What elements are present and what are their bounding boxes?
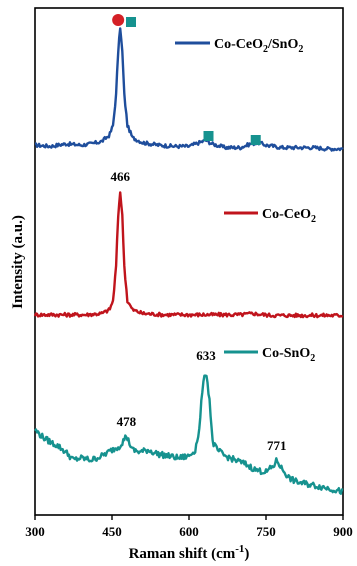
legend-co-ceo2: Co-CeO2 bbox=[224, 207, 316, 225]
x-axis-title: Raman shift (cm-1) bbox=[129, 543, 250, 562]
legend-label-co-ceo2-sno2: Co-CeO2/SnO2 bbox=[214, 37, 303, 55]
x-tick-label-300: 300 bbox=[25, 524, 45, 539]
series-layer bbox=[33, 27, 344, 495]
peak-marker-square-2 bbox=[203, 131, 214, 141]
peak-label-633: 633 bbox=[196, 348, 216, 363]
x-tick-label-900: 900 bbox=[333, 524, 353, 539]
peak-marker-circle-0 bbox=[112, 14, 125, 26]
legend-label-co-sno2: Co-SnO2 bbox=[262, 346, 315, 364]
peak-label-478: 478 bbox=[117, 414, 137, 429]
y-axis-title: Intensity (a.u.) bbox=[10, 215, 26, 309]
legend-co-ceo2-sno2: Co-CeO2/SnO2 bbox=[175, 37, 303, 55]
peak-marker-square-1 bbox=[125, 17, 136, 27]
x-tick-label-600: 600 bbox=[179, 524, 199, 539]
series-line-co-ceo2-sno2 bbox=[34, 27, 344, 152]
peak-label-466: 466 bbox=[110, 169, 130, 184]
x-axis-ticks: 300 450 600 750 900 bbox=[25, 515, 353, 539]
peak-marker-square-3 bbox=[250, 135, 261, 145]
series-line-co-sno2 bbox=[34, 374, 344, 495]
legend-co-sno2: Co-SnO2 bbox=[224, 346, 315, 364]
annotation-layer: 466 633 478 771 bbox=[110, 169, 286, 453]
x-tick-label-750: 750 bbox=[256, 524, 276, 539]
plot-frame bbox=[34, 7, 344, 516]
peak-label-771: 771 bbox=[267, 438, 287, 453]
series-line-co-ceo2 bbox=[33, 191, 344, 319]
marker-layer bbox=[112, 14, 261, 145]
x-tick-label-450: 450 bbox=[102, 524, 122, 539]
legend-label-co-ceo2: Co-CeO2 bbox=[262, 207, 316, 225]
